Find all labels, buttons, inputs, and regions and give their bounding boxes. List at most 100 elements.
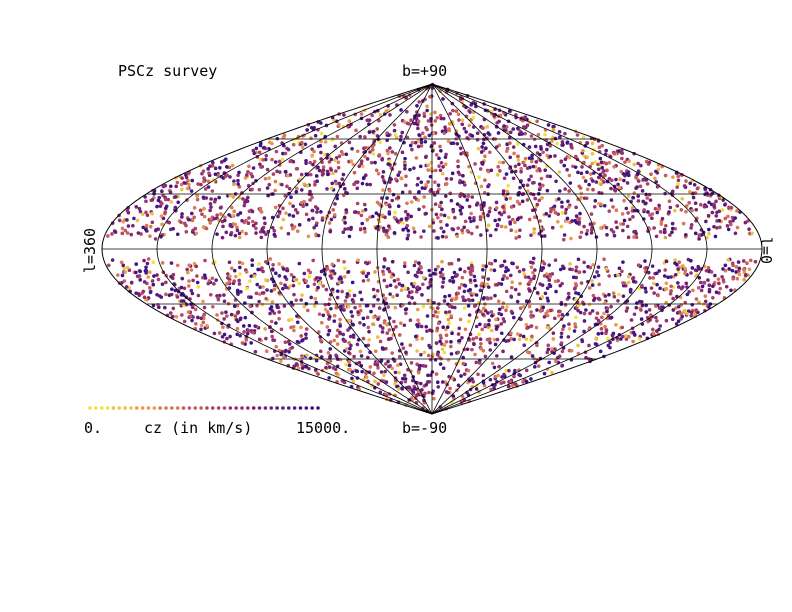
galaxy-point [352, 182, 356, 187]
galaxy-point [707, 283, 712, 288]
galaxy-point [542, 315, 547, 319]
galaxy-point [735, 276, 740, 281]
galaxy-point [451, 209, 456, 214]
galaxy-point [350, 280, 355, 285]
galaxy-point [483, 178, 487, 182]
galaxy-point [465, 347, 470, 352]
galaxy-point [592, 204, 597, 209]
galaxy-point [295, 320, 300, 325]
galaxy-point [480, 281, 484, 286]
galaxy-point [325, 325, 330, 329]
galaxy-point [574, 268, 578, 273]
galaxy-point [217, 331, 222, 335]
galaxy-point [573, 322, 577, 326]
galaxy-point [274, 149, 279, 154]
galaxy-point [235, 303, 240, 308]
galaxy-point [551, 331, 556, 335]
galaxy-point [385, 196, 389, 200]
galaxy-point [487, 183, 491, 187]
galaxy-point [456, 112, 461, 117]
galaxy-point [425, 380, 430, 384]
galaxy-point [383, 296, 388, 301]
galaxy-point [655, 210, 660, 215]
galaxy-point [201, 316, 206, 321]
galaxy-point [527, 217, 532, 222]
galaxy-point [664, 318, 669, 323]
galaxy-point [426, 119, 431, 123]
galaxy-point [382, 265, 386, 269]
galaxy-point [342, 113, 346, 117]
galaxy-point [282, 133, 287, 137]
galaxy-point [430, 149, 435, 153]
galaxy-point [442, 213, 447, 218]
galaxy-point [338, 304, 343, 309]
galaxy-point [149, 198, 154, 203]
galaxy-point [408, 143, 413, 148]
galaxy-point [473, 352, 477, 357]
galaxy-point [481, 381, 486, 385]
colorbar-swatch [251, 406, 256, 410]
galaxy-point [513, 164, 518, 169]
galaxy-point [513, 368, 517, 373]
galaxy-point [214, 278, 218, 282]
galaxy-point [664, 259, 669, 264]
galaxy-point [264, 296, 268, 301]
galaxy-point [585, 170, 589, 175]
galaxy-point [529, 174, 533, 179]
galaxy-point [509, 294, 513, 299]
galaxy-point [299, 188, 304, 192]
galaxy-point [416, 198, 421, 203]
galaxy-point [182, 286, 187, 291]
galaxy-point [420, 336, 424, 341]
galaxy-point [345, 292, 350, 296]
galaxy-point [407, 385, 412, 390]
galaxy-point [400, 342, 404, 346]
galaxy-point [251, 223, 256, 228]
galaxy-point [341, 332, 346, 337]
galaxy-point [599, 160, 604, 165]
galaxy-point [677, 270, 681, 274]
galaxy-point [343, 266, 347, 271]
colorbar-swatch [193, 406, 198, 410]
galaxy-point [438, 362, 443, 366]
galaxy-point [208, 221, 212, 225]
galaxy-point [510, 217, 515, 222]
galaxy-point [516, 216, 521, 220]
galaxy-point [497, 307, 502, 312]
galaxy-point [486, 285, 491, 289]
galaxy-point [605, 168, 609, 173]
galaxy-point [558, 309, 562, 314]
galaxy-point [460, 228, 464, 232]
galaxy-point [612, 164, 616, 169]
galaxy-point [436, 264, 440, 269]
galaxy-point [439, 148, 443, 153]
galaxy-point [467, 123, 472, 128]
galaxy-point [580, 165, 584, 169]
galaxy-point [122, 279, 127, 283]
galaxy-point [625, 181, 630, 185]
galaxy-point [125, 265, 130, 270]
galaxy-point [371, 322, 376, 327]
galaxy-point [443, 155, 448, 159]
galaxy-point [346, 270, 351, 274]
galaxy-point [364, 303, 369, 308]
galaxy-point [312, 159, 317, 164]
galaxy-point [316, 330, 321, 334]
galaxy-point [664, 281, 669, 286]
galaxy-point [277, 274, 282, 278]
galaxy-point [369, 309, 373, 314]
galaxy-point [621, 222, 626, 226]
galaxy-point [648, 318, 652, 322]
galaxy-point [533, 144, 538, 149]
galaxy-point [295, 340, 300, 344]
colorbar-swatch [275, 406, 279, 410]
galaxy-point [616, 182, 620, 187]
colorbar-swatch [240, 406, 244, 410]
galaxy-point [438, 219, 443, 224]
galaxy-point [507, 384, 511, 389]
galaxy-point [621, 294, 626, 298]
galaxy-point [710, 210, 715, 215]
galaxy-point [236, 310, 241, 314]
galaxy-point [231, 213, 235, 217]
galaxy-point [699, 202, 703, 207]
